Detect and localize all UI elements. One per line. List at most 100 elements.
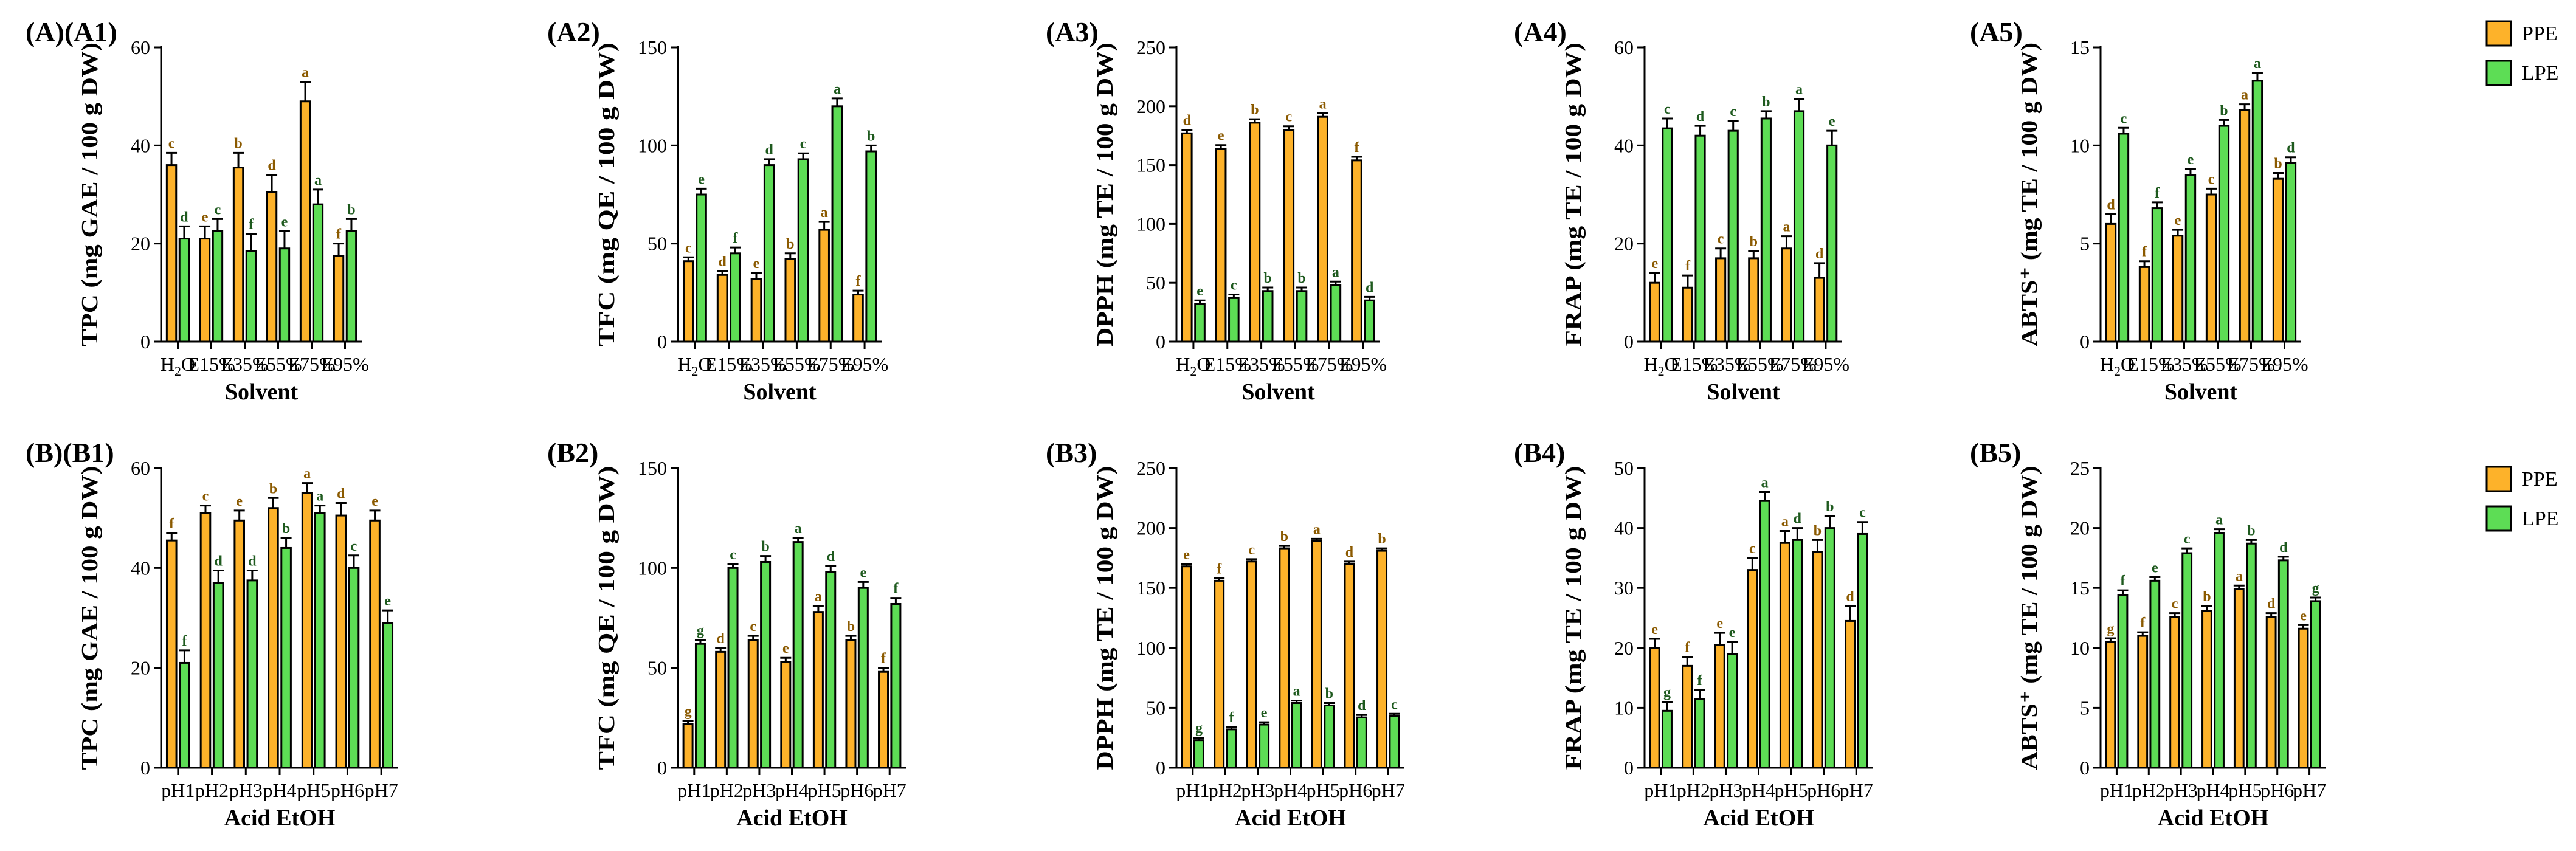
x-tick-label: pH4 [775, 779, 809, 801]
bar-ppe [1344, 563, 1355, 769]
significance-letter: b [282, 521, 290, 537]
significance-letter: e [1196, 283, 1203, 299]
significance-letter: a [1293, 684, 1300, 700]
chart-a3: (A3) 0 50 100 150 200 250 DPPH (mg TE / 100 g D… [1046, 16, 1387, 405]
bar-ppe [1249, 122, 1261, 343]
x-axis-title: Acid EtOH [1703, 805, 1814, 831]
bar-ppe [1215, 147, 1227, 343]
significance-letter: f [1217, 561, 1222, 577]
significance-letter: e [1183, 547, 1190, 563]
significance-letter: c [1231, 278, 1237, 294]
bar-lpe [792, 541, 804, 769]
significance-letter: e [2175, 213, 2181, 229]
significance-letter: e [2152, 560, 2158, 576]
bar-ppe [2105, 222, 2117, 343]
y-tick-label: 40 [131, 557, 150, 579]
significance-letter: e [384, 593, 391, 609]
bar-lpe [2285, 162, 2297, 343]
significance-letter: f [2140, 615, 2146, 631]
bar-ppe [1376, 550, 1388, 769]
bar-lpe [1661, 709, 1673, 769]
bar-ppe [1246, 560, 1257, 769]
y-tick-label: 25 [2070, 457, 2090, 479]
x-tick-label: E75% [1769, 353, 1817, 375]
y-axis-title: ABTS⁺ (mg TE / 100 g DW) [2017, 466, 2042, 770]
significance-letter: d [1345, 545, 1354, 560]
chart-a1: (A)(A1) 0 20 40 60 TPC (mg GAE / 100 g DW) Sol… [26, 16, 369, 405]
y-tick-label: 50 [1146, 272, 1165, 294]
significance-letter: b [1762, 94, 1770, 110]
y-tick-label: 60 [1614, 36, 1634, 58]
bar-lpe [1826, 144, 1838, 343]
x-tick-label: E15% [1670, 353, 1718, 375]
bar-ppe [266, 191, 278, 343]
panel-label: (A4) [1514, 16, 1567, 47]
significance-letter: f [1685, 640, 1690, 656]
x-tick-label: pH5 [1775, 779, 1808, 801]
bar-lpe [348, 567, 360, 769]
x-tick-label: pH6 [1339, 779, 1372, 801]
bar-lpe [1857, 532, 1868, 769]
significance-letter: b [1297, 270, 1305, 286]
panel-label: (A5) [1970, 16, 2023, 47]
y-axis-title: ABTS⁺ (mg TE / 100 g DW) [2017, 43, 2042, 346]
legend-swatch-ppe [2485, 466, 2512, 492]
significance-letter: b [347, 202, 355, 218]
significance-letter: g [697, 623, 704, 639]
significance-letter: f [881, 651, 886, 667]
significance-letter: a [2254, 56, 2261, 72]
bar-ppe [1181, 565, 1192, 769]
significance-letter: c [2184, 531, 2191, 547]
bar-ppe [1779, 542, 1790, 769]
significance-letter: e [1651, 622, 1658, 638]
significance-letter: d [716, 631, 725, 647]
significance-letter: d [2267, 596, 2276, 612]
significance-letter: a [821, 205, 828, 221]
significance-letter: d [1815, 246, 1824, 262]
x-tick-label: pH3 [229, 779, 263, 801]
bar-lpe [694, 643, 706, 769]
significance-letter: e [782, 641, 789, 656]
x-tick-label: H2O [2100, 353, 2135, 379]
bar-lpe [212, 230, 224, 343]
legend-label: PPE [2522, 22, 2558, 45]
bar-lpe [831, 105, 843, 343]
significance-letter: c [2172, 596, 2178, 612]
significance-letter: b [2274, 156, 2282, 172]
significance-letter: b [2247, 523, 2255, 539]
significance-letter: b [867, 128, 875, 144]
significance-letter: d [1794, 511, 1802, 527]
y-tick-label: 150 [1136, 577, 1165, 599]
bar-ppe [268, 507, 279, 769]
legend-swatch-lpe [2485, 60, 2512, 86]
y-tick-label: 50 [647, 233, 667, 255]
bar-ppe [1283, 129, 1295, 343]
bar-lpe [1330, 284, 1342, 343]
x-tick-label: pH7 [365, 779, 398, 801]
y-tick-label: 50 [1146, 697, 1165, 718]
y-tick-label: 150 [1136, 154, 1165, 176]
y-tick-label: 0 [657, 757, 667, 779]
significance-letter: g [685, 704, 692, 720]
chart-b3: (B3) 0 50 100 150 200 250 DPPH (mg TE / 100 g D… [1046, 437, 1405, 831]
significance-letter: f [249, 217, 254, 233]
significance-letter: c [2208, 171, 2215, 187]
x-tick-label: pH1 [1176, 779, 1209, 801]
bar-lpe [857, 587, 869, 769]
y-tick-label: 40 [1614, 517, 1634, 539]
bar-ppe [1812, 551, 1823, 769]
significance-letter: c [1285, 109, 1292, 125]
bar-lpe [797, 158, 809, 343]
y-tick-label: 10 [2070, 134, 2090, 156]
legend-swatch-ppe [2485, 20, 2512, 47]
bar-lpe [2246, 542, 2257, 769]
bar-lpe [1694, 134, 1706, 343]
y-tick-label: 15 [2070, 577, 2090, 599]
bar-ppe [2233, 588, 2245, 769]
bar-ppe [812, 611, 824, 769]
x-tick-label: E15% [2127, 353, 2174, 375]
significance-letter: a [2241, 88, 2248, 103]
bar-lpe [2181, 552, 2193, 769]
significance-letter: a [303, 466, 311, 482]
bar-lpe [280, 546, 292, 769]
